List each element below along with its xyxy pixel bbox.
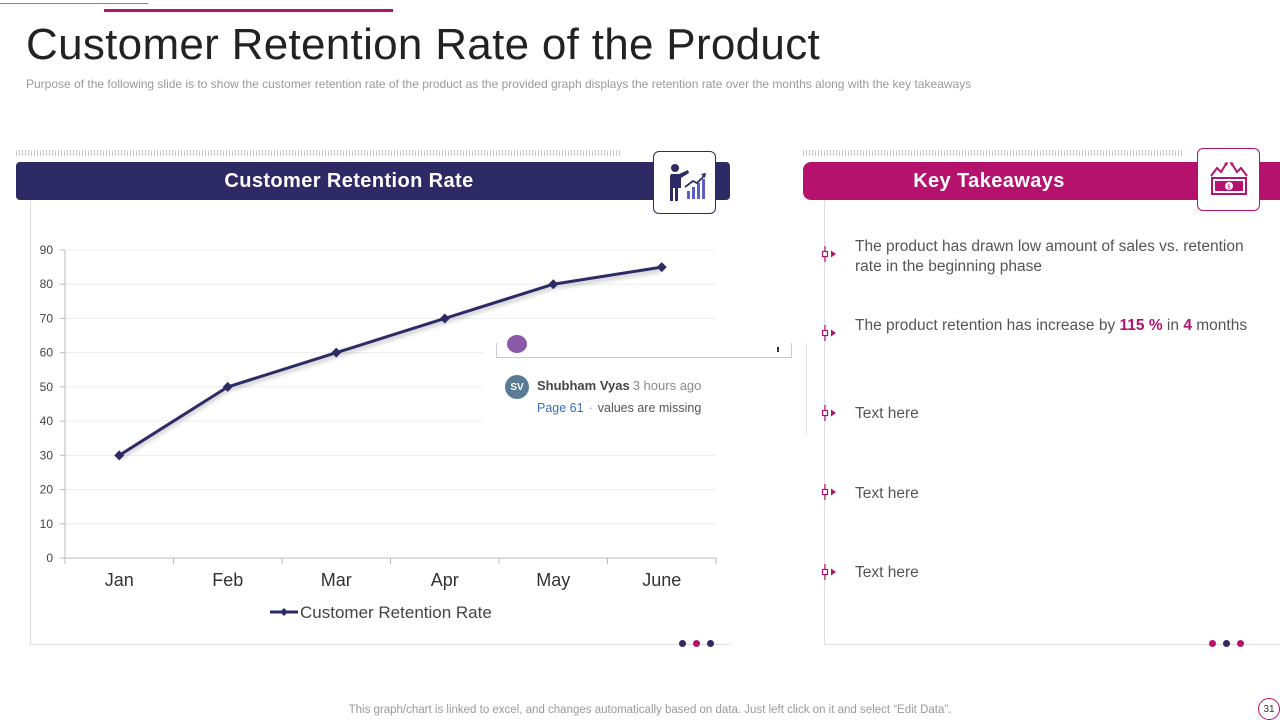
comment-author: Shubham Vyas	[537, 378, 630, 393]
comment-popup[interactable]: SV Shubham Vyas 3 hours ago Page 61 · value…	[484, 335, 807, 435]
data-point	[222, 381, 233, 392]
takeaway-2-text-mid: in	[1162, 317, 1184, 334]
top-accent-rule	[104, 9, 393, 12]
x-tick-label: Jan	[105, 570, 134, 590]
takeaways-panel-title: Key Takeaways	[913, 169, 1065, 192]
takeaway-bullet-icon	[821, 325, 836, 341]
footer-text: This graph/chart is linked to excel, and…	[348, 704, 952, 716]
page-subtitle: Purpose of the following slide is to sho…	[26, 77, 972, 91]
comment-avatar-partial	[507, 335, 527, 353]
comment-body: Page 61 · values are missing	[537, 401, 701, 415]
y-tick-label: 60	[40, 346, 54, 360]
takeaway-2-highlight-months: 4	[1183, 317, 1192, 334]
chart-panel	[30, 200, 731, 645]
comment-avatar: SV	[505, 375, 529, 399]
data-point	[114, 450, 125, 461]
takeaway-3: Text here	[855, 405, 919, 422]
takeaways-panel	[824, 200, 1280, 645]
decorative-dots-right	[1209, 640, 1244, 647]
money-growth-icon: $	[1197, 148, 1260, 211]
takeaway-4: Text here	[855, 485, 919, 502]
dot	[1223, 640, 1230, 647]
y-tick-label: 0	[46, 551, 53, 565]
comment-caret	[777, 347, 779, 352]
x-tick-label: Apr	[431, 570, 459, 590]
svg-text:$: $	[1227, 183, 1231, 190]
takeaway-2-text-end: months	[1191, 317, 1248, 334]
dot	[693, 640, 700, 647]
presenter-growth-chart-icon	[653, 151, 716, 214]
chart-panel-header: Customer Retention Rate	[16, 162, 730, 200]
y-tick-label: 90	[40, 243, 54, 257]
x-tick-label: Mar	[321, 570, 352, 590]
data-point	[439, 313, 450, 324]
comment-time: 3 hours ago	[632, 378, 702, 393]
dot	[707, 640, 714, 647]
x-tick-label: Feb	[212, 570, 243, 590]
takeaway-5: Text here	[855, 564, 919, 581]
dot	[1209, 640, 1216, 647]
takeaway-2: The product retention has increase by 11…	[855, 316, 1260, 336]
dot	[679, 640, 686, 647]
page-number: 31	[1258, 698, 1280, 720]
takeaway-bullet-icon	[821, 405, 836, 421]
y-tick-label: 40	[40, 414, 54, 428]
x-tick-label: June	[642, 570, 681, 590]
takeaway-2-highlight-percent: 115 %	[1119, 317, 1163, 334]
y-tick-label: 50	[40, 380, 54, 394]
data-point	[656, 262, 667, 273]
chart-panel-title: Customer Retention Rate	[224, 169, 474, 192]
takeaway-2-text-start: The product retention has increase by	[855, 317, 1120, 334]
y-tick-label: 80	[40, 277, 54, 291]
comment-author-line: Shubham Vyas 3 hours ago	[537, 378, 701, 393]
decorative-dots-left	[679, 640, 714, 647]
comment-page-link[interactable]: Page 61	[537, 401, 584, 415]
y-tick-label: 70	[40, 311, 54, 325]
footer-note: This graph/chart is linked to excel, and…	[0, 704, 1280, 716]
y-tick-label: 20	[40, 483, 54, 497]
legend-swatch-marker	[280, 608, 288, 616]
data-point	[331, 347, 342, 358]
legend-label: Customer Retention Rate	[300, 603, 492, 622]
takeaway-bullet-icon	[821, 484, 836, 500]
takeaway-bullet-icon	[821, 564, 836, 580]
dot	[1237, 640, 1244, 647]
series-line	[118, 265, 662, 457]
comment-header-strip	[496, 335, 792, 358]
x-tick-label: May	[536, 570, 570, 590]
comment-separator: ·	[588, 401, 593, 415]
page-title: Customer Retention Rate of the Product	[26, 20, 821, 69]
takeaway-bullet-icon	[821, 246, 836, 262]
y-tick-label: 10	[40, 517, 54, 531]
takeaway-1: The product has drawn low amount of sale…	[855, 238, 1244, 275]
data-point	[548, 279, 559, 290]
top-rule	[0, 3, 148, 4]
dotted-divider-left	[16, 150, 620, 156]
comment-text: values are missing	[597, 401, 702, 415]
comment-divider	[806, 343, 807, 435]
dotted-divider-right	[803, 150, 1183, 156]
y-tick-label: 30	[40, 448, 54, 462]
